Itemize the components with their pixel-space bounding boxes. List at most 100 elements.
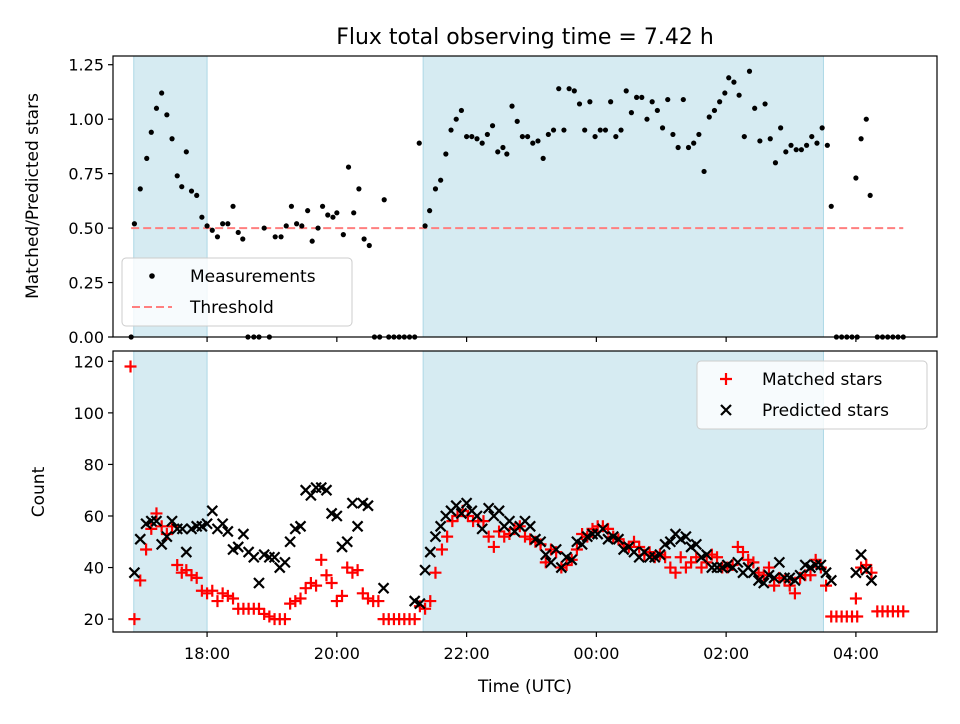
predicted-star-marker [597,523,609,535]
predicted-star-marker [237,528,250,540]
matched-star-marker [737,546,750,559]
x-tick-label: 18:00 [184,644,230,663]
measurement-point [199,214,205,220]
measurement-point [464,133,470,140]
measurement-point [194,192,200,199]
measurement-point [500,144,506,151]
matched-star-marker [134,574,147,587]
measurement-point [530,140,536,146]
measurement-point [288,203,295,209]
matched-star-marker [336,589,349,602]
measurement-point [752,105,758,111]
measurement-point [406,334,413,340]
measurement-point [767,136,773,142]
measurement-point [474,136,480,142]
measurement-point [798,147,804,153]
observing-window-span [422,55,824,338]
measurement-point [853,175,859,181]
matched-star-marker [330,595,343,608]
measurement-point [272,234,278,240]
predicted-star-marker [534,535,547,548]
measurement-point [214,234,221,240]
y-tick-label: 1.00 [68,110,104,129]
y-tick-label: 1.25 [68,56,104,75]
measurement-point [416,140,422,146]
predicted-star-marker [524,520,536,533]
measurement-point [366,242,372,249]
matched-star-marker [341,561,354,574]
matched-star-marker [674,551,687,564]
predicted-star-marker [855,548,867,561]
matched-star-marker [446,515,459,528]
y-tick-label: 20 [84,610,104,629]
measurement-point [722,90,728,96]
measurement-point [778,125,784,131]
matched-star-marker [185,569,198,582]
predicted-star-marker [414,597,426,610]
measurement-point [225,221,231,227]
measurement-point [597,127,603,133]
measurement-point [550,127,557,133]
top-panel: 0.00 0.25 0.50 0.75 1.00 1.25 Measurements Thre… [68,55,938,347]
matched-star-marker [419,602,432,615]
measurement-point [278,234,284,240]
measurement-point [266,334,272,340]
measurement-point [772,160,779,166]
predicted-star-marker [176,523,189,535]
measurement-point [396,334,402,340]
measurement-point [183,149,189,155]
measurement-point [814,140,820,146]
predicted-star-marker [815,559,827,571]
measurement-point [839,334,845,340]
measurement-point [299,223,305,229]
matched-star-marker [849,592,862,605]
matched-star-marker [435,543,448,556]
top-y-axis-label: Matched/Predicted stars [23,93,43,299]
measurement-point [644,116,650,122]
matched-star-marker [804,569,817,582]
predicted-star-marker [720,404,732,416]
measurement-point [220,221,226,227]
matched-star-marker [361,592,374,605]
measurement-point [803,142,810,148]
measurement-point [535,138,541,144]
measurement-point [711,107,718,114]
x-tick-label: 02:00 [703,644,749,663]
measurement-point [137,186,143,192]
measurement-point [256,334,262,340]
predicted-star-marker [429,530,442,543]
matched-star-marker [294,592,307,605]
y-tick-label: 120 [73,352,104,371]
matched-star-marker [498,530,511,543]
matched-star-marker [711,551,724,564]
predicted-star-marker [434,520,447,533]
predicted-star-marker [450,499,463,512]
matched-star-marker [424,595,437,608]
predicted-star-marker [654,548,666,561]
matched-star-marker [206,584,219,597]
measurement-point [159,90,165,96]
measurement-point [819,125,825,131]
predicted-star-marker [331,510,343,522]
measurement-point [602,127,609,133]
y-tick-label: 0.75 [68,165,104,184]
legend-label-matched: Matched stars [762,370,882,390]
measurement-point [788,142,794,148]
y-tick-label: 0.50 [68,219,104,238]
measurement-point [391,334,397,340]
predicted-star-marker [362,499,374,512]
predicted-star-marker [664,535,677,548]
measurement-point [757,138,763,144]
predicted-star-marker [820,566,832,579]
predicted-star-marker [700,548,713,561]
predicted-star-marker [268,551,281,564]
predicted-star-marker [222,525,234,538]
measurement-point [659,125,666,131]
matched-star-marker [669,566,682,579]
matched-star-marker [171,558,184,571]
legend-box [121,257,353,327]
measurement-point [204,223,210,229]
measurement-point [665,96,671,103]
measurement-point [144,155,150,161]
